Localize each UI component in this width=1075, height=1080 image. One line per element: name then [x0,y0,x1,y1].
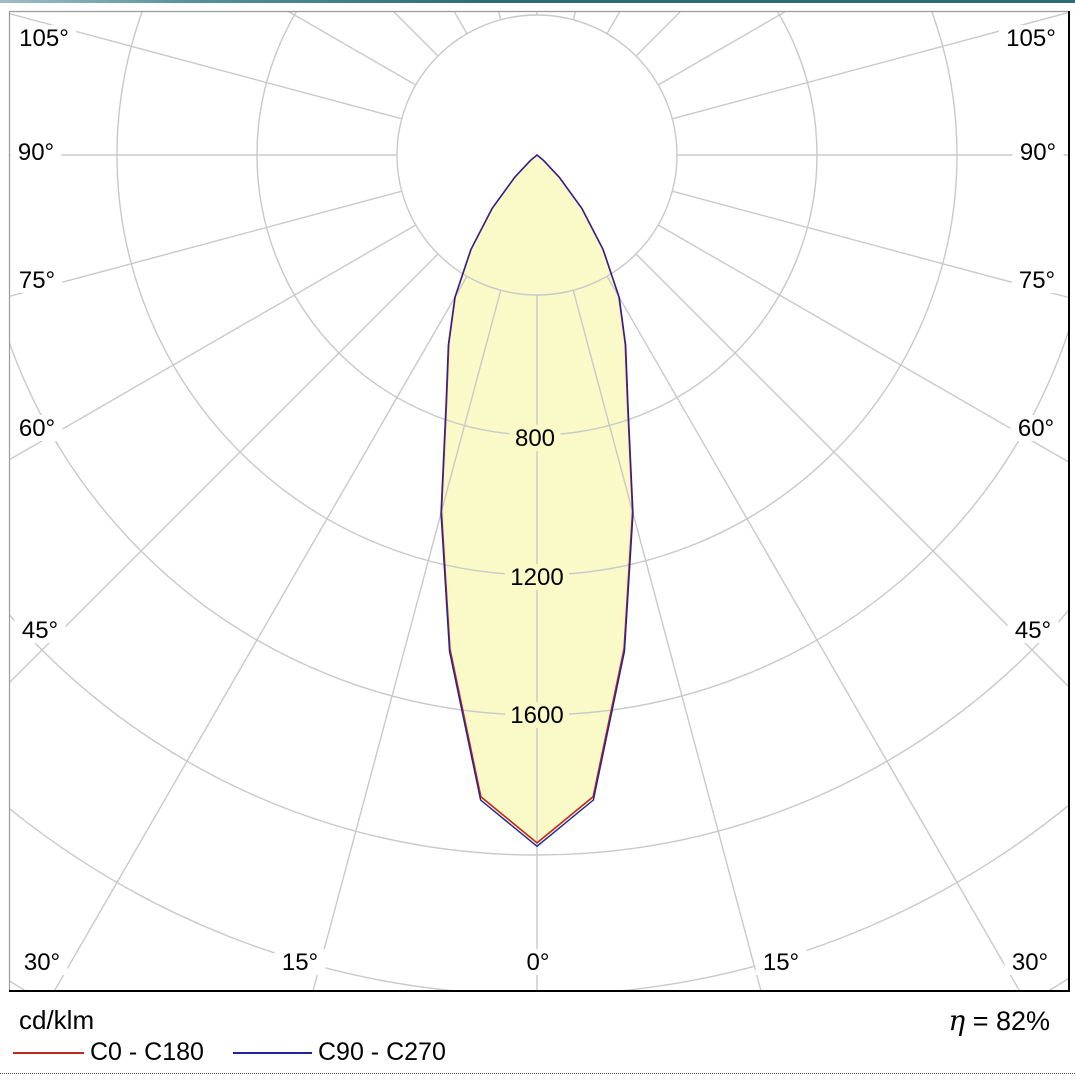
angle-label-bottom: 0° [527,949,550,976]
angle-grid-ray [672,190,1069,299]
angle-label-left-bg [11,267,63,293]
angle-label-left-bg [14,617,66,643]
angle-grid-ray [10,224,417,461]
units-label: cd/klm [19,1005,95,1035]
angle-label-right-bg [1011,267,1063,293]
c0-c180-label: C0 - C180 [90,1038,204,1066]
angle-label-right-bg [999,25,1063,51]
plot-frame-light [8,10,1069,991]
angle-grid-ray [572,12,577,20]
angle-label-bottom-bg [274,949,326,975]
c0-c180-line-swatch [13,1052,84,1054]
angle-label-left: 75° [19,267,55,294]
angle-label-right-bg [1004,949,1056,975]
window-edge-bar [0,0,1075,3]
angle-grid-ray [10,190,402,297]
angle-grid-ray [635,253,1069,688]
angle-label-left: 90° [18,139,54,166]
c90-c270-line-swatch [233,1052,312,1054]
angle-label-right: 45° [1015,617,1051,644]
angle-label-right-bg [1010,415,1062,441]
radial-tick-label-bg [509,425,561,451]
angle-label-left-bg [12,25,76,51]
angle-grid-ray [657,224,1069,463]
legend: C0 - C180 C90 - C270 [0,1038,1075,1068]
angle-grid-ray [497,12,502,20]
angle-label-right: 30° [1012,949,1048,976]
angle-grid-ray [572,290,762,991]
radial-tick-label: 1600 [510,702,563,729]
angle-label-right-bg [1012,139,1064,165]
efficiency-label: η = 82% [948,1004,1050,1037]
angle-label-right: 105° [1006,25,1056,52]
angle-label-left: 60° [19,415,55,442]
angle-grid-ray [10,13,402,120]
angle-label-bottom-bg [519,949,557,975]
radial-tick-label: 800 [515,425,555,452]
angle-label-right: 90° [1020,139,1056,166]
angle-label-left-bg [16,949,68,975]
radial-tick-label-bg [505,702,569,728]
bottom-dotted-divider [0,1073,1075,1074]
angle-label-right: 75° [1019,267,1055,294]
radial-tick-label: 1200 [510,564,563,591]
angle-label-bottom-bg [755,949,807,975]
angle-grid-ray [672,12,1069,120]
angle-label-left-bg [10,139,62,165]
radial-tick-label-bg [505,564,569,590]
angle-grid-ray [53,275,468,991]
angle-label-left: 105° [19,25,69,52]
angle-label-bottom: 15° [763,949,799,976]
curve-c90-c270 [440,154,634,848]
angle-label-left: 45° [22,617,58,644]
angle-label-bottom: 15° [282,949,318,976]
angle-grid-ray [10,253,439,683]
eta-symbol: η [948,1004,966,1037]
axis-labels: 105° 105° 90° 90° 75° 75° 60° 60° 45° 45° 30° 30° 15… [10,25,1064,976]
angle-label-right: 60° [1018,415,1054,442]
c90-c270-label: C90 - C270 [318,1038,446,1066]
angle-label-left-bg [11,415,63,441]
angle-label-left: 30° [24,949,60,976]
angle-grid-ray [606,275,1021,991]
angle-grid-ray [312,290,502,991]
efficiency-value: = 82% [965,1006,1050,1036]
plot-frame-dark [9,11,1070,992]
angle-label-right-bg [1007,617,1059,643]
